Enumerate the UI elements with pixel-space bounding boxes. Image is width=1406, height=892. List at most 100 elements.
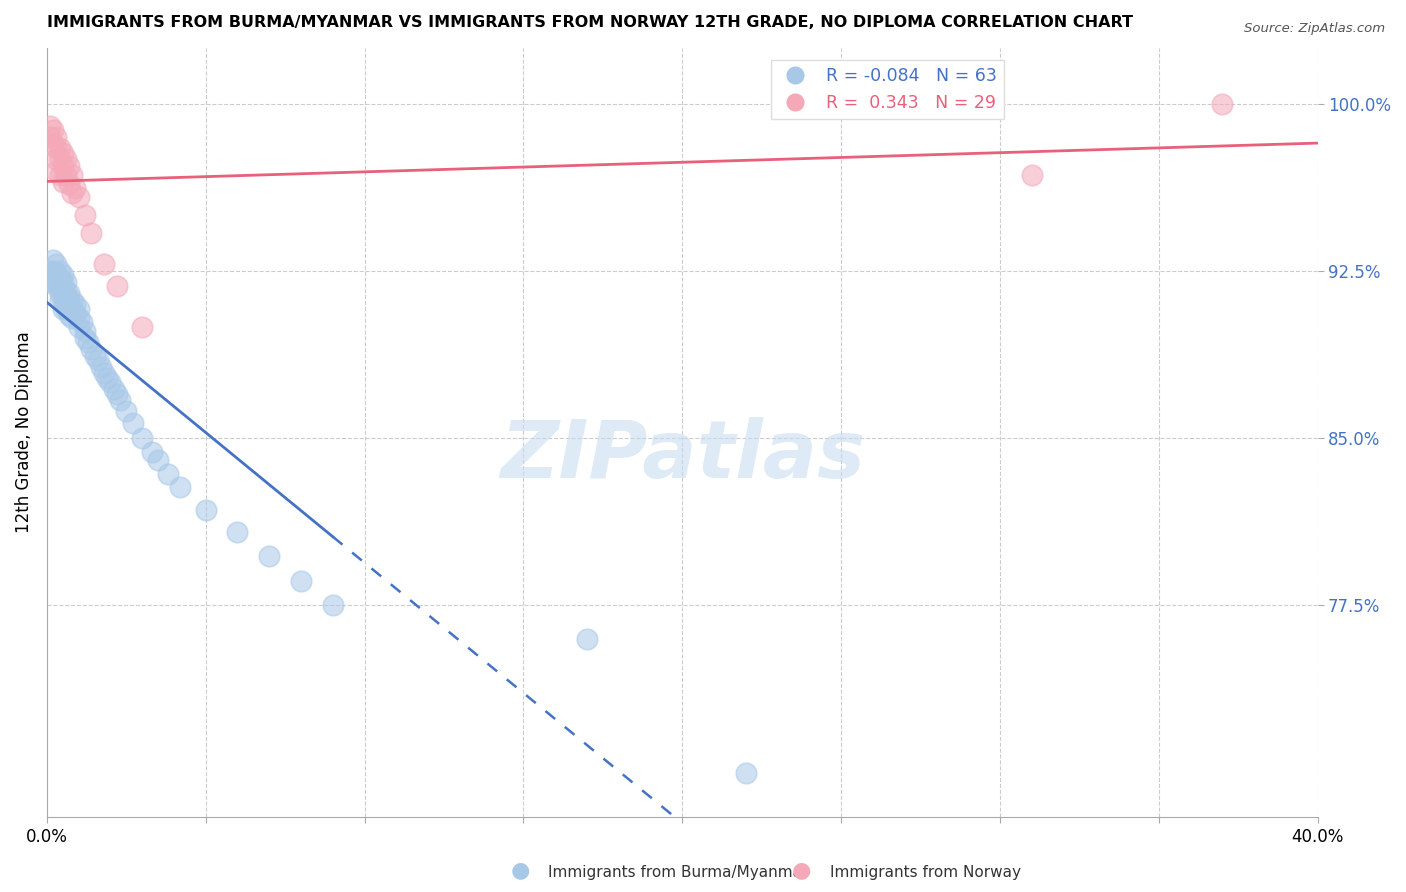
Point [52, 268, 75, 283]
Point [156, 467, 179, 481]
Point [108, 393, 131, 408]
Point [45, 153, 67, 167]
Point [131, 431, 153, 445]
Point [70, 315, 93, 329]
Point [48, 153, 70, 167]
Point [131, 319, 153, 334]
Point [67, 319, 90, 334]
Point [60, 310, 83, 325]
Text: Immigrants from Burma/Myanmar: Immigrants from Burma/Myanmar [548, 865, 808, 880]
Point [65, 181, 87, 195]
Point [73, 208, 96, 222]
Point [52, 175, 75, 189]
Point [55, 293, 77, 307]
Point [83, 349, 105, 363]
Point [39, 130, 62, 145]
Point [45, 257, 67, 271]
Point [121, 416, 143, 430]
Point [55, 153, 77, 167]
Point [141, 444, 163, 458]
Point [48, 293, 70, 307]
Text: Source: ZipAtlas.com: Source: ZipAtlas.com [1244, 22, 1385, 36]
Point [45, 130, 67, 145]
Point [52, 301, 75, 316]
Point [52, 159, 75, 173]
Point [80, 342, 103, 356]
Point [73, 324, 96, 338]
Point [65, 297, 87, 311]
Point [52, 284, 75, 298]
Point [42, 123, 65, 137]
Point [96, 371, 118, 385]
Point [86, 353, 108, 368]
Point [103, 382, 125, 396]
Text: IMMIGRANTS FROM BURMA/MYANMAR VS IMMIGRANTS FROM NORWAY 12TH GRADE, NO DIPLOMA C: IMMIGRANTS FROM BURMA/MYANMAR VS IMMIGRA… [46, 15, 1133, 30]
Y-axis label: 12th Grade, No Diploma: 12th Grade, No Diploma [15, 332, 32, 533]
Text: ●: ● [510, 861, 530, 880]
Point [67, 301, 90, 316]
Point [67, 190, 90, 204]
Point [48, 264, 70, 278]
Point [1211, 96, 1233, 111]
Point [58, 309, 80, 323]
Point [259, 549, 281, 564]
Point [60, 186, 83, 200]
Point [60, 168, 83, 182]
Point [115, 404, 138, 418]
Point [1021, 168, 1043, 182]
Point [48, 270, 70, 285]
Point [39, 270, 62, 285]
Point [48, 141, 70, 155]
Point [93, 367, 115, 381]
Point [169, 480, 191, 494]
Point [575, 632, 598, 646]
Point [55, 284, 77, 298]
Point [55, 301, 77, 316]
Point [48, 279, 70, 293]
Point [90, 359, 112, 374]
Point [52, 275, 75, 289]
Point [93, 257, 115, 271]
Point [45, 279, 67, 293]
Point [42, 275, 65, 289]
Point [39, 264, 62, 278]
Point [194, 502, 217, 516]
Point [322, 599, 344, 613]
Point [42, 136, 65, 151]
Point [58, 159, 80, 173]
Point [52, 145, 75, 160]
Text: ZIPatlas: ZIPatlas [499, 417, 865, 495]
Text: Immigrants from Norway: Immigrants from Norway [830, 865, 1021, 880]
Point [58, 177, 80, 191]
Point [77, 335, 100, 350]
Legend: R = -0.084   N = 63, R =  0.343   N = 29: R = -0.084 N = 63, R = 0.343 N = 29 [770, 61, 1004, 119]
Point [58, 286, 80, 301]
Point [67, 310, 90, 325]
Point [80, 226, 103, 240]
Point [60, 293, 83, 307]
Point [48, 286, 70, 301]
Point [45, 141, 67, 155]
Point [52, 293, 75, 307]
Point [734, 765, 756, 780]
Point [226, 524, 249, 539]
Point [105, 279, 128, 293]
Point [65, 306, 87, 320]
Point [105, 386, 128, 401]
Point [39, 119, 62, 133]
Point [48, 168, 70, 182]
Point [45, 266, 67, 280]
Point [290, 574, 312, 588]
Point [100, 376, 122, 390]
Point [73, 331, 96, 345]
Point [58, 301, 80, 316]
Point [45, 163, 67, 178]
Point [58, 293, 80, 307]
Point [42, 264, 65, 278]
Point [45, 275, 67, 289]
Point [42, 252, 65, 267]
Point [55, 168, 77, 182]
Point [146, 453, 169, 467]
Point [55, 275, 77, 289]
Text: ●: ● [792, 861, 811, 880]
